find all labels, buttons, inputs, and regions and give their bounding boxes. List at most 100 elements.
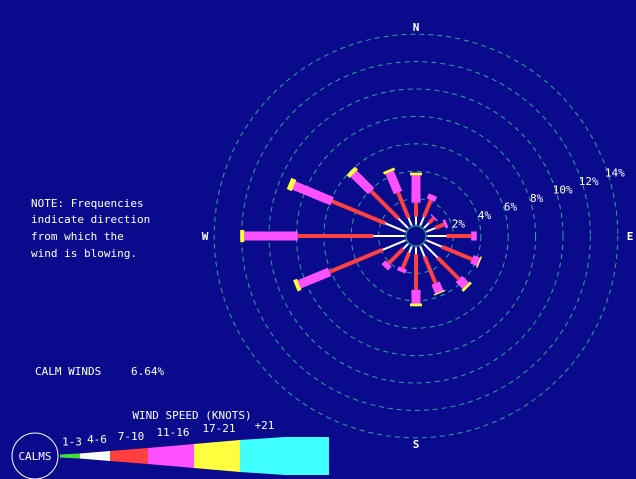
ring-label: 2% [452, 218, 466, 231]
compass-north-label: N [413, 21, 420, 34]
wind-bar-segment [286, 177, 297, 192]
wind-bar-segment [434, 222, 445, 230]
wind-bar-segment [400, 252, 411, 269]
frequency-ring [295, 115, 537, 357]
note-line: wind is blowing. [31, 247, 137, 260]
note-line: NOTE: Frequencies [31, 197, 144, 210]
wind-bar-segment [470, 255, 481, 266]
wind-bar-segment [297, 234, 374, 238]
wind-bar-segment [405, 231, 407, 233]
calms-label: CALMS [18, 450, 51, 463]
wind-bar-segment [397, 217, 409, 229]
legend-swatch [60, 453, 80, 459]
wind-bar-segment [383, 167, 396, 175]
legend-swatch [285, 437, 329, 475]
direction-note: NOTE: Frequencies indicate direction fro… [31, 197, 150, 260]
wind-bar-segment [419, 245, 421, 247]
ring-label: 8% [530, 192, 544, 205]
wind-bar-segment [419, 216, 425, 226]
wind-bar-segment [433, 289, 446, 296]
frequency-ring [241, 61, 591, 411]
wind-bar-segment [426, 239, 443, 248]
wind-bar-segment [423, 222, 430, 229]
wind-bar-segment [431, 281, 444, 294]
legend-label: +21 [255, 419, 275, 432]
direction-bars [240, 166, 482, 307]
wind-bar-segment [442, 219, 449, 229]
wind-bar-segment [426, 193, 438, 202]
wind-bar-segment [346, 166, 358, 178]
wind-bar-segment [425, 231, 427, 233]
wind-bar-segment [297, 267, 332, 289]
wind-bar-segment [423, 243, 439, 259]
calm-winds-label: CALM WINDS [35, 365, 101, 378]
wind-bar-segment [387, 247, 405, 265]
wind-bar-segment [382, 239, 406, 251]
wind-bar-segment [446, 234, 472, 238]
wind-bar-segment [426, 235, 428, 237]
wind-bar-segment [415, 216, 417, 225]
wind-bar-segment [404, 235, 406, 237]
wind-bar-segment [426, 227, 436, 233]
wind-bar-segment [385, 170, 403, 195]
calm-winds-value: 6.64% [131, 365, 164, 378]
wind-bar-segment [411, 245, 413, 247]
wind-bar-segment [411, 289, 421, 304]
wind-bar-segment [328, 247, 384, 274]
wind-bar-segment [440, 244, 473, 262]
note-line: indicate direction [31, 213, 150, 226]
wind-bar-segment [369, 189, 400, 220]
wind-bar-segment [455, 275, 469, 289]
legend-label: 1-3 [62, 436, 82, 449]
wind-bar-segment [373, 235, 405, 237]
ring-label: 12% [579, 175, 599, 188]
wind-bar-segment [396, 191, 411, 219]
calms-circle [11, 432, 59, 479]
wind-bar-segment [476, 256, 482, 268]
wind-bar-segment [419, 246, 426, 257]
wind-bar-segment [427, 235, 447, 237]
wind-bar-segment [293, 278, 302, 292]
wind-bar-segment [436, 256, 461, 281]
legend-swatch [110, 448, 148, 464]
wind-bar-segment [427, 216, 436, 225]
wind-bar-segment [292, 181, 334, 206]
wind-bar-segment [422, 227, 425, 230]
frequency-ring [213, 33, 619, 439]
legend-title: WIND SPEED (KNOTS) [132, 409, 251, 422]
ring-label: 14% [605, 167, 625, 180]
compass-east-label: E [627, 230, 634, 243]
legend-swatch [80, 451, 110, 461]
wind-bar-segment [407, 227, 410, 230]
ring-label: 10% [553, 184, 573, 197]
legend-swatch [240, 437, 285, 475]
wind-bar-segment [410, 172, 422, 176]
wind-bar-segment [411, 175, 421, 203]
wind-bar-segment [422, 242, 425, 245]
wind-bar-segment [410, 303, 422, 307]
wind-bar-segment [240, 230, 245, 242]
wind-bar-segment [408, 246, 413, 254]
wind-bar-segment [244, 231, 298, 241]
wind-bar-segment [411, 225, 413, 227]
wind-bar-segment [425, 239, 427, 241]
legend-label: 7-10 [118, 430, 145, 443]
wind-bar-segment [405, 239, 407, 241]
wind-bar-segment [415, 224, 417, 226]
wind-bar-segment [471, 231, 477, 241]
wind-bar-segment [461, 281, 472, 292]
wind-bar-segment [430, 214, 438, 222]
wind-bar-segment [419, 225, 421, 227]
wind-bar-segment [422, 255, 438, 284]
compass-south-label: S [413, 438, 420, 451]
legend-swatch [148, 444, 194, 468]
wind-bar-segment [415, 247, 417, 255]
wind-bar-segment [414, 254, 418, 290]
wind-bar-segment [402, 243, 409, 250]
wind-bar-segment [397, 266, 407, 274]
legend-label: 17-21 [202, 422, 235, 435]
wind-bar-segment [350, 170, 375, 195]
ring-labels: 2% 4% 6% 8% 10% 12% 14% [452, 167, 625, 231]
wind-bar-segment [331, 199, 386, 226]
